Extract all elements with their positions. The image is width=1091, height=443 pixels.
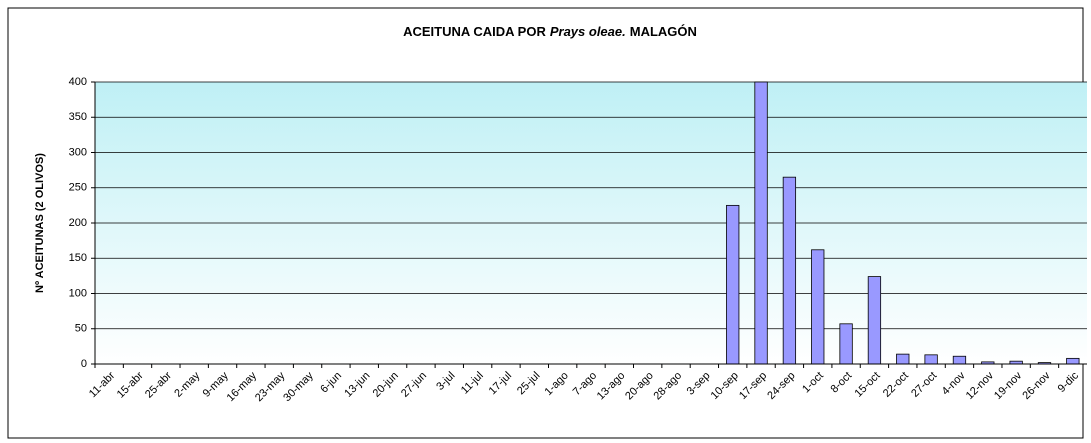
title-part: MALAGÓN [630, 24, 697, 39]
y-tick-label: 250 [69, 182, 87, 194]
y-tick-label: 350 [69, 111, 87, 123]
bar [924, 354, 938, 365]
y-tick-label: 50 [75, 323, 87, 335]
bar [1066, 357, 1080, 365]
y-tick-label: 150 [69, 252, 87, 264]
y-tick-label: 200 [69, 217, 87, 229]
y-tick-label: 400 [69, 76, 87, 88]
y-axis-label: Nº ACEITUNAS (2 OLIVOS) [34, 153, 46, 293]
chart-title: ACEITUNA CAIDA POR Prays oleae. MALAGÓN [403, 24, 697, 39]
y-tick-label: 300 [69, 146, 87, 158]
title-part: Prays oleae. [550, 24, 626, 39]
bar [867, 276, 882, 365]
bar [952, 355, 967, 365]
bar [896, 353, 910, 365]
bar [726, 204, 740, 365]
y-tick-label: 0 [81, 358, 87, 370]
bar [754, 81, 768, 365]
bar [811, 249, 825, 365]
title-part: ACEITUNA CAIDA POR [403, 24, 546, 39]
bar [782, 176, 797, 365]
y-tick-label: 100 [69, 287, 87, 299]
bar [839, 323, 853, 365]
